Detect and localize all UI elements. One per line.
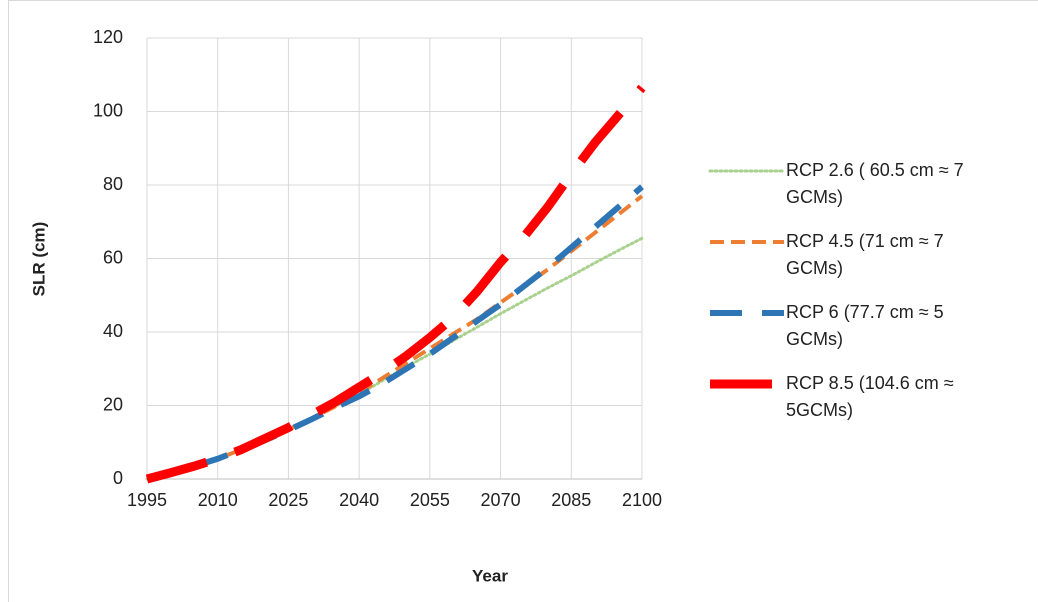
legend-label: RCP 2.6 ( 60.5 cm ≈ 7 GCMs): [786, 160, 964, 207]
series-line: [146, 194, 644, 481]
y-tick-label: 0: [113, 468, 123, 488]
y-tick-label: 120: [93, 27, 123, 47]
x-tick-label: 2070: [481, 490, 521, 510]
series-line: [145, 84, 646, 484]
x-tick-label: 1995: [127, 490, 167, 510]
x-tick-label: 2085: [551, 490, 591, 510]
x-tick-label: 2055: [410, 490, 450, 510]
x-tick-label: 2100: [622, 490, 662, 510]
y-tick-label: 40: [103, 321, 123, 341]
series-line: [145, 236, 644, 481]
x-tick-label: 2025: [268, 490, 308, 510]
legend-label: RCP 6 (77.7 cm ≈ 5 GCMs): [786, 302, 944, 349]
y-tick-label: 100: [93, 100, 123, 120]
series-line: [146, 184, 644, 482]
y-tick-label: 60: [103, 247, 123, 267]
y-axis-label: SLR (cm): [29, 222, 48, 297]
x-tick-label: 2010: [198, 490, 238, 510]
x-axis-label: Year: [472, 566, 508, 585]
legend-label: RCP 4.5 (71 cm ≈ 7 GCMs): [786, 231, 944, 278]
y-tick-label: 80: [103, 174, 123, 194]
legend-label: RCP 8.5 (104.6 cm ≈ 5GCMs): [786, 373, 954, 420]
y-tick-label: 20: [103, 394, 123, 414]
chart-border: [8, 0, 1038, 602]
x-tick-label: 2040: [339, 490, 379, 510]
